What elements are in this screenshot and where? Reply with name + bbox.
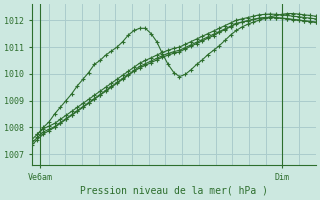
X-axis label: Pression niveau de la mer( hPa ): Pression niveau de la mer( hPa ) xyxy=(80,186,268,196)
